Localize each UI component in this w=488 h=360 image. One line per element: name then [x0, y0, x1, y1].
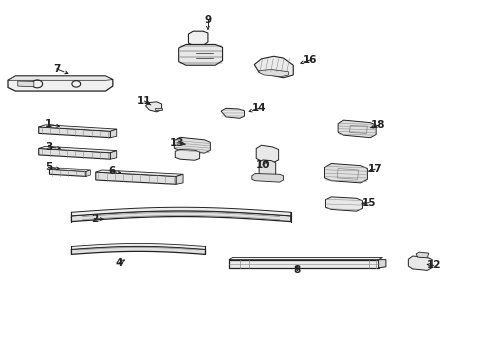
Polygon shape [71, 243, 205, 249]
Polygon shape [86, 170, 90, 176]
Polygon shape [175, 149, 199, 160]
Polygon shape [39, 146, 117, 153]
Text: 14: 14 [251, 103, 266, 113]
Text: 2: 2 [90, 214, 98, 224]
Polygon shape [415, 252, 428, 258]
Text: 4: 4 [115, 258, 122, 268]
Text: 16: 16 [303, 55, 317, 65]
Polygon shape [18, 81, 34, 87]
Polygon shape [256, 145, 278, 163]
Polygon shape [71, 207, 290, 216]
Polygon shape [259, 69, 288, 77]
Text: 13: 13 [170, 138, 184, 148]
Polygon shape [174, 137, 210, 153]
Text: 8: 8 [293, 265, 300, 275]
Polygon shape [49, 168, 90, 171]
Polygon shape [254, 56, 293, 78]
Polygon shape [110, 129, 117, 138]
Polygon shape [188, 31, 207, 45]
Polygon shape [176, 174, 183, 184]
Polygon shape [378, 260, 385, 268]
Polygon shape [325, 197, 362, 211]
Text: 15: 15 [361, 198, 375, 208]
Text: 6: 6 [108, 166, 115, 176]
Polygon shape [8, 76, 113, 80]
Polygon shape [110, 150, 117, 159]
Polygon shape [228, 260, 378, 268]
Polygon shape [39, 127, 110, 138]
Polygon shape [251, 174, 283, 182]
Polygon shape [221, 108, 244, 118]
Text: 18: 18 [369, 121, 384, 130]
Polygon shape [49, 169, 86, 176]
Text: 7: 7 [53, 64, 61, 74]
Polygon shape [228, 257, 382, 260]
Polygon shape [324, 163, 366, 183]
Polygon shape [71, 246, 205, 255]
Polygon shape [96, 172, 176, 184]
Polygon shape [155, 108, 161, 110]
Polygon shape [8, 76, 113, 91]
Polygon shape [337, 120, 375, 138]
Polygon shape [145, 102, 161, 112]
Text: 5: 5 [45, 162, 52, 172]
Text: 11: 11 [137, 96, 151, 106]
Polygon shape [39, 148, 110, 159]
Polygon shape [259, 160, 275, 178]
Polygon shape [178, 44, 222, 65]
Text: 9: 9 [204, 15, 211, 26]
Text: 12: 12 [426, 260, 440, 270]
Text: 1: 1 [45, 120, 52, 129]
Polygon shape [96, 170, 183, 176]
Text: 3: 3 [45, 142, 52, 152]
Text: 17: 17 [367, 164, 382, 174]
Polygon shape [71, 211, 290, 222]
Polygon shape [39, 125, 117, 131]
Polygon shape [407, 256, 431, 270]
Text: 10: 10 [255, 159, 270, 170]
